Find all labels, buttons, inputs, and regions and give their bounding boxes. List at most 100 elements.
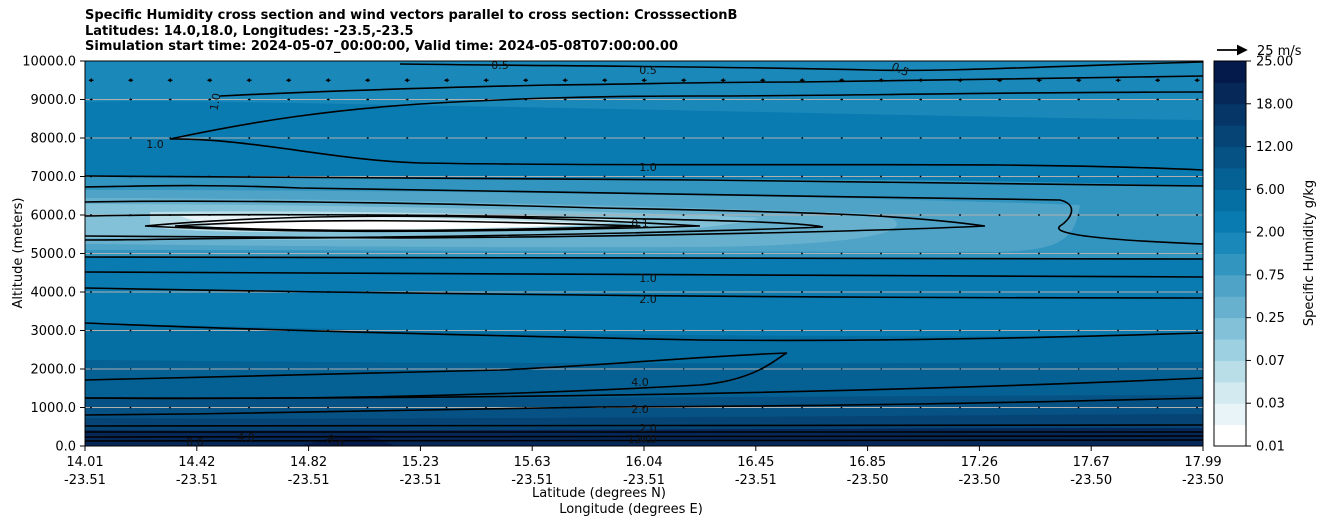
wind-vector [366,214,369,216]
wind-vector [878,78,884,83]
colorbar-tick-label: 25.00 [1256,55,1293,70]
wind-vector [1196,291,1198,293]
contour-line [85,322,1203,342]
wind-vector [1038,291,1040,293]
wind-vector [207,98,212,101]
wind-vector [327,329,329,332]
wind-vector [1195,98,1199,101]
wind-vector [168,137,172,139]
wind-vector [89,137,93,139]
wind-vector [287,137,290,139]
wind-vector [90,175,92,178]
wind-vector [1037,98,1041,101]
x-tick-label-latitude: 16.45 [737,455,774,470]
wind-vector [564,175,566,178]
wind-vector [839,98,844,101]
colorbar-tick-label: 6.00 [1256,183,1285,198]
wind-vector [918,98,923,101]
wind-vector [879,137,883,139]
wind-vector [169,214,171,216]
contour-label: 12.0 [628,433,653,446]
colorbar-tick-label: 0.01 [1256,440,1285,455]
contour-line [85,271,1203,278]
wind-vector [524,291,527,293]
wind-vector [919,137,922,139]
colorbar-tick-label: 12.00 [1256,140,1293,155]
wind-vector [406,406,408,409]
contour-line [85,397,1203,416]
y-tick-label: 1000.0 [31,401,77,416]
wind-vector [880,406,882,409]
y-tick-label: 9000.0 [31,93,77,108]
contour-label: 1.0 [208,92,224,111]
contour-line [85,287,1203,299]
wind-vector [880,214,882,216]
wind-vector [1196,214,1198,216]
wind-vector [840,406,843,409]
contour-line [399,61,1203,72]
wind-vector [1038,214,1040,216]
wind-vector [327,252,329,255]
wind-vector [169,291,171,293]
wind-vector [1155,98,1160,101]
wind-vector [287,329,290,332]
wind-vector [208,137,211,139]
x-tick-label-longitude: -23.50 [1182,473,1224,488]
wind-vector [601,78,608,83]
x-tick-label-latitude: 17.26 [961,455,998,470]
colorbar-tick-label: 0.25 [1256,311,1285,326]
wind-vector [840,329,843,332]
wind-vector [879,98,883,101]
wind-vector [998,252,1001,255]
wind-vector [564,291,566,293]
wind-vector [327,175,329,178]
y-tick-label: 6000.0 [31,209,77,224]
wind-vector [443,78,450,83]
wind-vector [1194,78,1200,83]
wind-vector [761,252,764,255]
colorbar-band [1214,339,1246,361]
contour-line [85,352,788,400]
wind-vector [759,78,766,83]
wind-vector [1196,252,1198,255]
contour-line [85,184,1203,245]
contour-line [169,138,1203,171]
wind-vector [485,175,487,178]
wind-vector [445,368,448,370]
wind-vector [365,98,370,101]
x-tick-label-longitude: -23.51 [64,473,106,488]
wind-vector [524,406,527,409]
wind-vector [1077,291,1080,293]
contour-plot-area: 0.5 0.5 0.51.01.01.00.11.02.04.02.02.04.08… [85,61,1203,446]
contour-label: 0.1 [631,217,649,230]
wind-vector [682,291,685,293]
wind-vector [1196,175,1198,178]
wind-vector [643,329,645,332]
contour-line [85,256,1203,260]
wind-vector [998,368,1001,370]
wind-vector [287,291,290,293]
wind-vector [603,214,606,216]
wind-vector [1116,98,1120,101]
wind-vector [485,329,487,332]
wind-vector [838,78,845,83]
wind-vector [998,329,1001,332]
contour-label: 4.0 [639,433,657,446]
wind-vector [169,406,171,409]
wind-vector [364,78,371,83]
wind-vector [642,137,646,139]
wind-vector [564,252,566,255]
wind-vector [169,329,171,332]
contour-label: 4.0 [237,431,255,444]
wind-vector [919,368,922,370]
x-axis-title-longitude: Longitude (degrees E) [559,502,703,517]
wind-vector [880,175,882,178]
wind-vector [1038,252,1040,255]
wind-vector [959,252,961,255]
wind-vector [957,78,963,83]
wind-vector [208,291,211,293]
wind-vector [1037,137,1041,139]
colorbar-band [1214,146,1246,169]
wind-vector [1156,368,1159,370]
